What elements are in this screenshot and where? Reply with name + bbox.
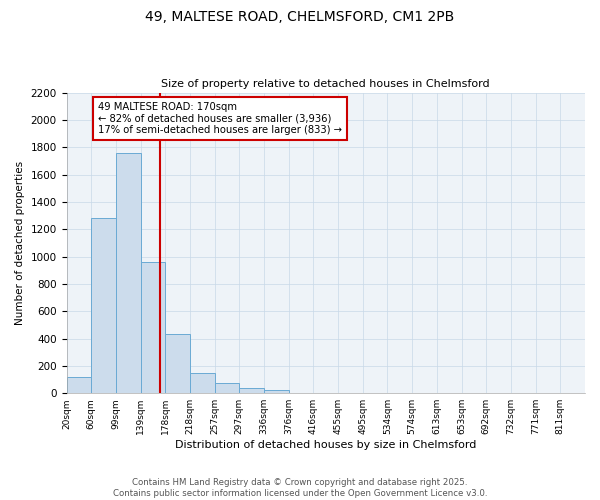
Text: 49, MALTESE ROAD, CHELMSFORD, CM1 2PB: 49, MALTESE ROAD, CHELMSFORD, CM1 2PB (145, 10, 455, 24)
Text: 49 MALTESE ROAD: 170sqm
← 82% of detached houses are smaller (3,936)
17% of semi: 49 MALTESE ROAD: 170sqm ← 82% of detache… (98, 102, 341, 135)
Bar (215, 383, 239, 393)
Bar (116, 152, 140, 393)
Bar (67, 378, 91, 393)
Bar (239, 388, 264, 393)
Bar (165, 334, 190, 393)
X-axis label: Distribution of detached houses by size in Chelmsford: Distribution of detached houses by size … (175, 440, 476, 450)
Text: Contains HM Land Registry data © Crown copyright and database right 2025.
Contai: Contains HM Land Registry data © Crown c… (113, 478, 487, 498)
Bar (91, 218, 116, 393)
Bar (264, 390, 289, 393)
Bar (140, 262, 165, 393)
Title: Size of property relative to detached houses in Chelmsford: Size of property relative to detached ho… (161, 79, 490, 89)
Bar (190, 372, 215, 393)
Y-axis label: Number of detached properties: Number of detached properties (15, 161, 25, 325)
